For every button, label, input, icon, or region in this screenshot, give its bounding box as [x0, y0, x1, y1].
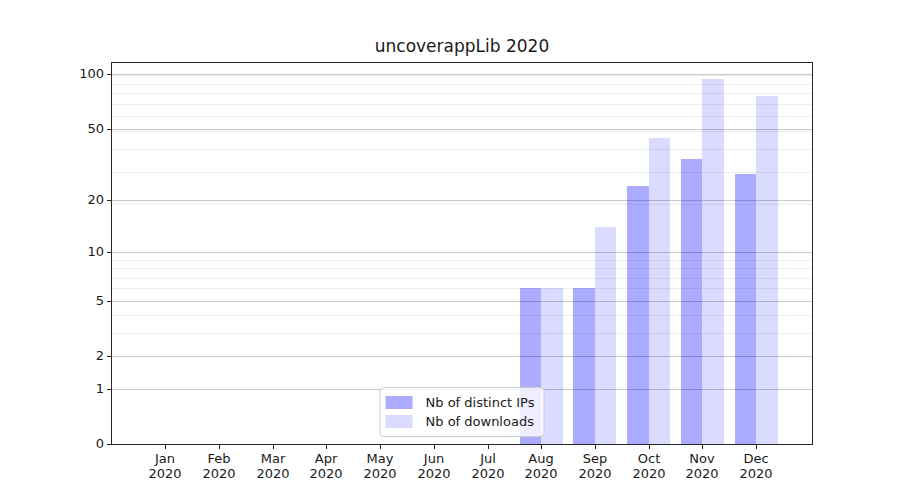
- x-tick-mark: [756, 445, 757, 449]
- x-tick-mark: [488, 445, 489, 449]
- x-tick-mark: [380, 445, 381, 449]
- legend-item: Nb of downloads: [386, 412, 535, 431]
- x-tick-mark: [434, 445, 435, 449]
- y-tick-mark: [107, 301, 111, 302]
- y-tick-mark: [107, 200, 111, 201]
- x-tick-mark: [326, 445, 327, 449]
- y-tick-label: 5: [38, 293, 104, 309]
- x-tick-mark: [165, 445, 166, 449]
- y-tick-label: 50: [38, 121, 104, 137]
- y-tick-label: 20: [38, 192, 104, 208]
- x-tick-mark: [702, 445, 703, 449]
- legend-item: Nb of distinct IPs: [386, 393, 535, 412]
- legend-label-distinct-ips: Nb of distinct IPs: [426, 395, 535, 410]
- y-tick-label: 100: [38, 66, 104, 82]
- x-tick-mark: [595, 445, 596, 449]
- x-tick-mark: [541, 445, 542, 449]
- y-tick-mark: [107, 389, 111, 390]
- x-tick-mark: [273, 445, 274, 449]
- legend: Nb of distinct IPs Nb of downloads: [380, 387, 545, 437]
- x-tick-year: 2020: [724, 466, 788, 481]
- y-tick-mark: [107, 252, 111, 253]
- y-tick-mark: [107, 129, 111, 130]
- y-tick-label: 2: [38, 348, 104, 364]
- legend-swatch-downloads: [386, 415, 413, 428]
- x-tick-mark: [219, 445, 220, 449]
- x-tick-label: Dec2020: [724, 451, 788, 481]
- y-tick-label: 10: [38, 244, 104, 260]
- y-tick-mark: [107, 356, 111, 357]
- y-tick-mark: [107, 74, 111, 75]
- y-tick-label: 0: [38, 436, 104, 452]
- legend-label-downloads: Nb of downloads: [426, 414, 534, 429]
- y-tick-label: 1: [38, 381, 104, 397]
- x-tick-month: Dec: [724, 451, 788, 466]
- figure: uncoverappLib 2020 Nb of distinct IPs Nb…: [0, 0, 900, 500]
- legend-swatch-distinct-ips: [386, 396, 413, 409]
- y-tick-mark: [107, 444, 111, 445]
- x-tick-mark: [649, 445, 650, 449]
